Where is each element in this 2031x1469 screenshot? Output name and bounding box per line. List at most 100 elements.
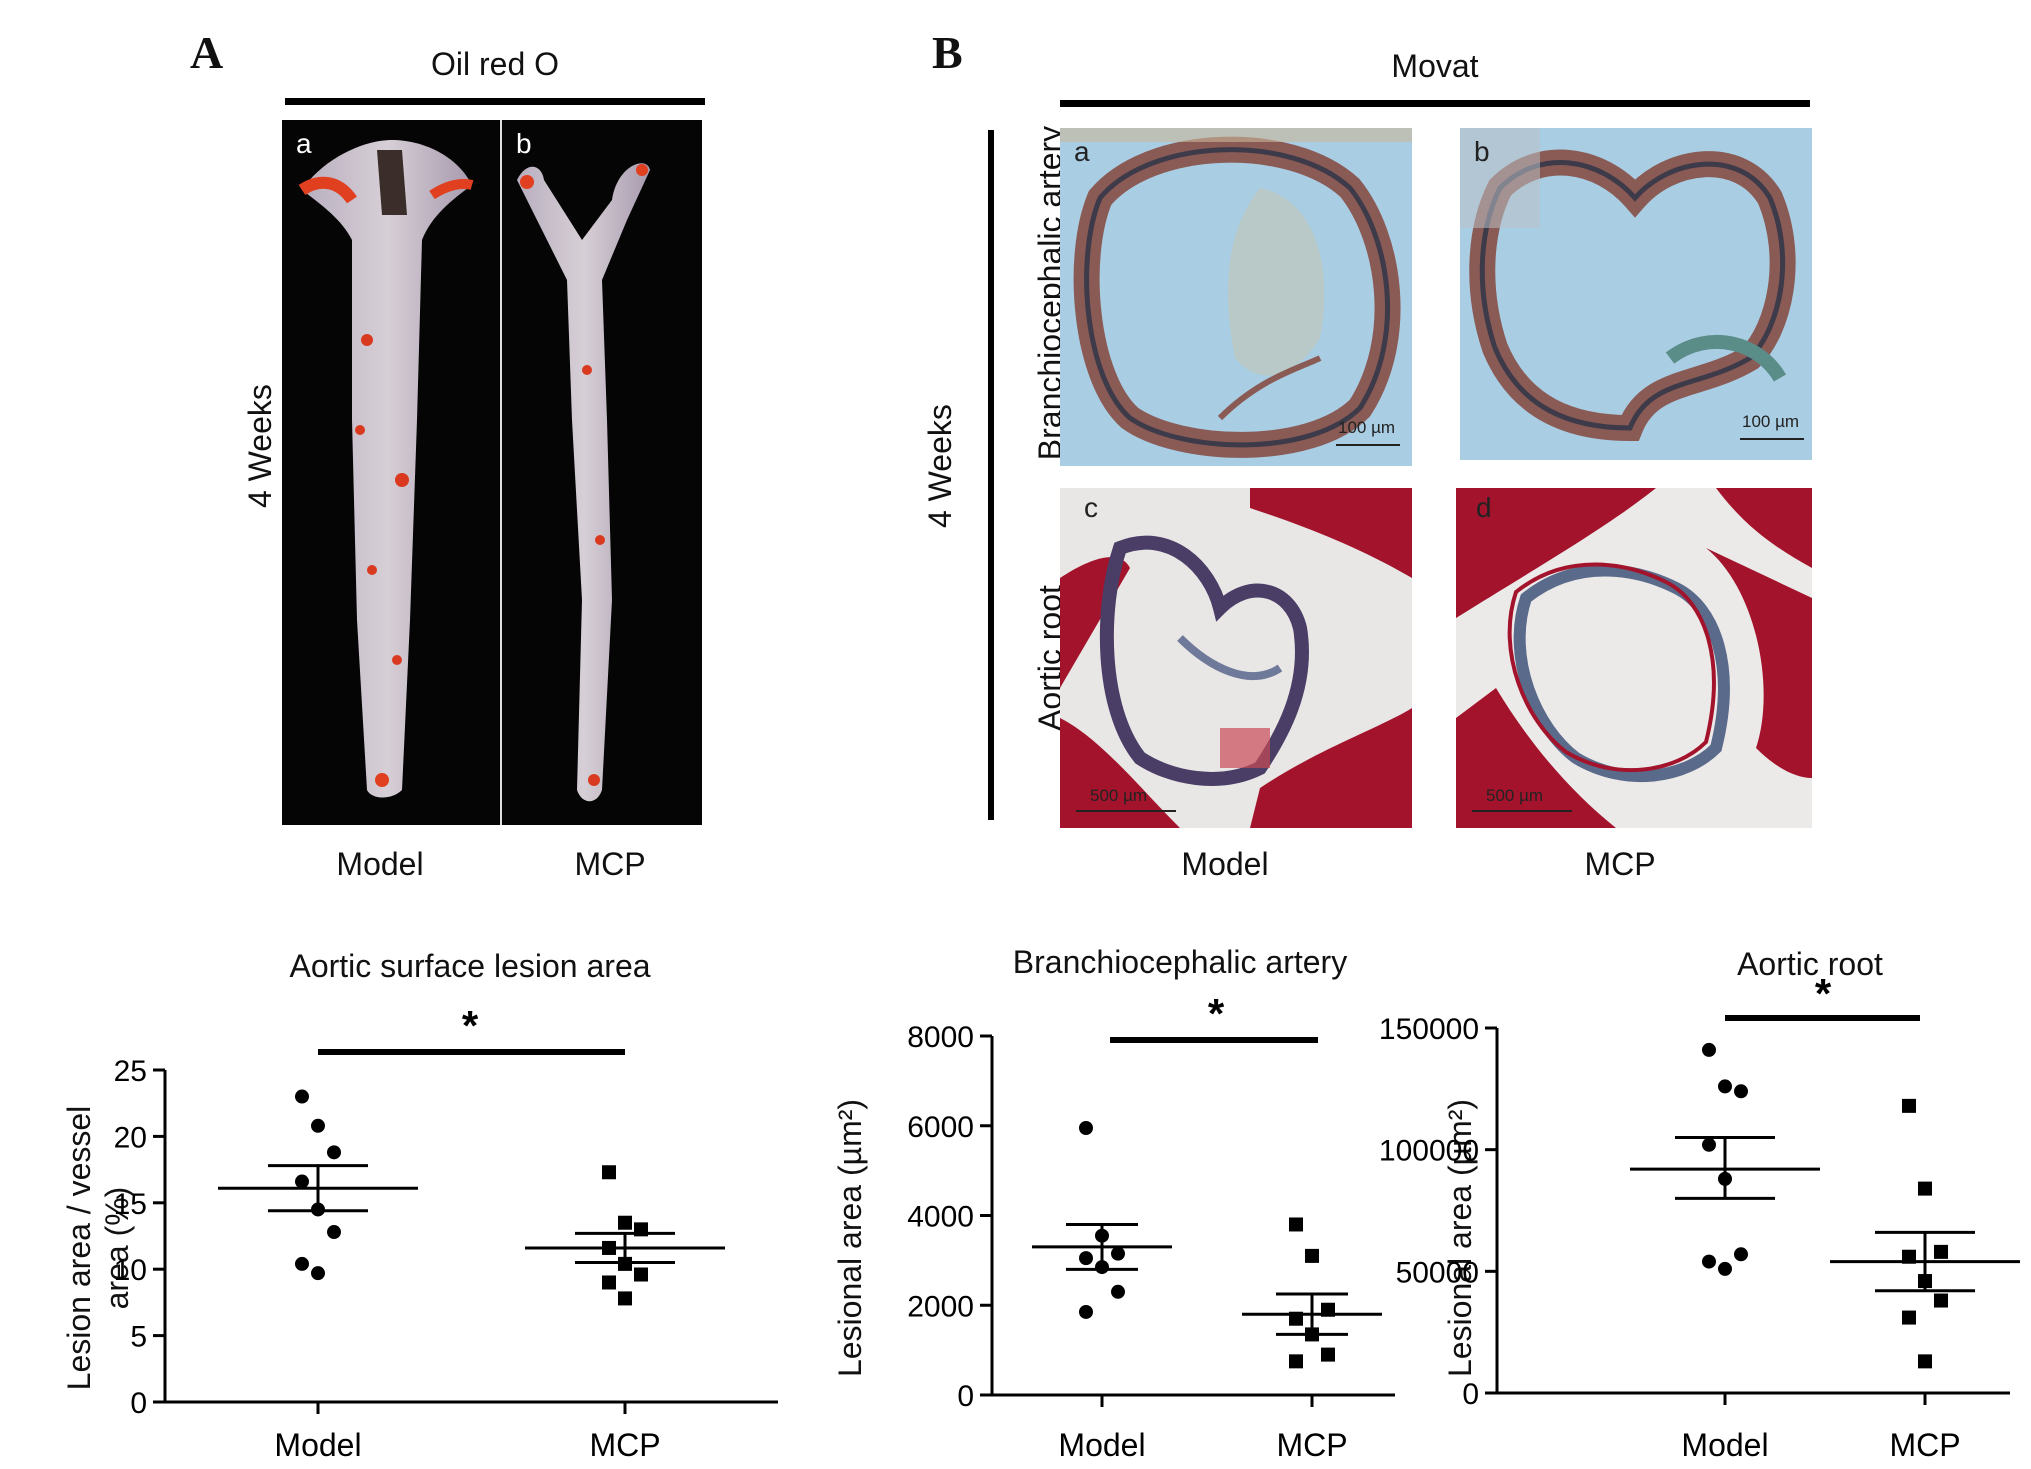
- chart1-point-model: [295, 1256, 309, 1271]
- chart1-point-mcp: [618, 1215, 632, 1230]
- chart3-point-model: [1734, 1084, 1748, 1099]
- chart3-point-model: [1718, 1171, 1732, 1186]
- chart3-point-model: [1734, 1247, 1748, 1262]
- chart1-category-label: MCP: [589, 1427, 660, 1463]
- oil-sub-a: a: [296, 128, 312, 159]
- chart3-point-model: [1702, 1137, 1716, 1152]
- chart2-ytick-label: 4000: [907, 1201, 974, 1234]
- movat-image-b: b 100 µm: [1460, 128, 1812, 460]
- chart1-ytick-label: 25: [114, 1055, 147, 1088]
- panel-a-row-label: 4 Weeks: [242, 384, 278, 508]
- panel-a-header: Oil red O: [430, 46, 560, 82]
- movat-scalebar-a: [1336, 444, 1400, 446]
- chart2-point-mcp: [1305, 1327, 1319, 1342]
- chart2-title: Branchiocephalic artery: [1012, 944, 1348, 980]
- chart3-point-model: [1718, 1079, 1732, 1094]
- chart2-category-label: Model: [1058, 1427, 1145, 1463]
- chart3-point-mcp: [1918, 1354, 1932, 1369]
- chart1-point-model: [311, 1202, 325, 1217]
- oil-red-o-aortas: [298, 120, 650, 825]
- chart1-point-mcp: [634, 1267, 648, 1282]
- chart1-point-model: [295, 1089, 309, 1104]
- movat-vessel-b: [1460, 128, 1796, 442]
- chart1-ylabel-line1: Lesion area / vessel: [61, 1105, 97, 1391]
- chart2-ylabel: Lesional area (µm²): [832, 1098, 868, 1378]
- chart3-ylabel: Lesional area (µm²): [1442, 1098, 1478, 1378]
- chart2-ytick-label: 2000: [907, 1290, 974, 1323]
- chart1-category-label: Model: [274, 1427, 361, 1463]
- chart2-point-model: [1095, 1260, 1109, 1275]
- chart1-point-mcp: [618, 1291, 632, 1306]
- panel-b-row-label: 4 Weeks: [922, 404, 958, 528]
- chart1-ylabel-line2: area (%): [99, 1186, 135, 1310]
- chart2-point-mcp: [1289, 1354, 1303, 1369]
- chart3-point-model: [1718, 1261, 1732, 1276]
- chart2-ytick-label: 0: [957, 1380, 974, 1413]
- chart2-point-model: [1079, 1251, 1093, 1266]
- movat-scale-d: 500 µm: [1486, 786, 1544, 805]
- chart1-point-model: [327, 1145, 341, 1160]
- chart2-significance-star: *: [1208, 990, 1225, 1037]
- movat-scale-c: 500 µm: [1090, 786, 1148, 805]
- chart3-point-mcp: [1934, 1244, 1948, 1259]
- panel-b-header: Movat: [1391, 48, 1479, 84]
- movat-root-d: [1456, 488, 1812, 828]
- chart2-point-mcp: [1305, 1248, 1319, 1263]
- chart2-point-model: [1079, 1304, 1093, 1319]
- movat-scale-a: 100 µm: [1338, 418, 1396, 437]
- chart2-ytick-label: 6000: [907, 1111, 974, 1144]
- chart1-point-mcp: [602, 1165, 616, 1180]
- chart2-point-mcp: [1321, 1302, 1335, 1317]
- movat-sub-c: c: [1084, 492, 1098, 523]
- movat-image-d: d 500 µm: [1456, 488, 1812, 828]
- chart2-ytick-label: 8000: [907, 1021, 974, 1054]
- chart2-point-mcp: [1321, 1347, 1335, 1362]
- chart3-category-label: Model: [1681, 1427, 1768, 1463]
- chart1-point-model: [311, 1266, 325, 1281]
- movat-scale-b: 100 µm: [1742, 412, 1800, 431]
- chart3-point-mcp: [1902, 1249, 1916, 1264]
- chart1-significance-star: *: [462, 1002, 479, 1049]
- oil-red-o-image: a b: [282, 120, 702, 825]
- chart1-point-model: [295, 1174, 309, 1189]
- panel-b-row-bar: [988, 130, 994, 820]
- movat-scalebar-d: [1472, 810, 1572, 812]
- movat-sub-d: d: [1476, 492, 1492, 523]
- chart3-point-mcp: [1902, 1098, 1916, 1113]
- movat-root-c: [1060, 488, 1412, 828]
- chart2-point-model: [1095, 1228, 1109, 1243]
- chart1-point-mcp: [602, 1240, 616, 1255]
- chart3-point-mcp: [1918, 1274, 1932, 1289]
- movat-sub-b: b: [1474, 136, 1490, 167]
- chart3-point-mcp: [1918, 1181, 1932, 1196]
- chart1-point-mcp: [634, 1222, 648, 1237]
- chart3-ytick-label: 150000: [1379, 1013, 1479, 1046]
- panel-a-group-mcp: MCP: [574, 846, 646, 882]
- chart3-point-model: [1702, 1042, 1716, 1057]
- chart2-point-model: [1111, 1284, 1125, 1299]
- movat-scalebar-b: [1740, 438, 1804, 440]
- chart1-point-mcp: [602, 1275, 616, 1290]
- chart1-point-model: [327, 1225, 341, 1240]
- panel-b-letter: B: [932, 27, 963, 78]
- movat-sub-a: a: [1074, 136, 1090, 167]
- chart2-point-mcp: [1289, 1311, 1303, 1326]
- chart3-point-mcp: [1902, 1310, 1916, 1325]
- panel-a-header-bar: [285, 98, 705, 105]
- chart3-title: Aortic root: [1737, 946, 1883, 982]
- chart1-ylabel: Lesion area / vessel area (%): [60, 1088, 140, 1408]
- movat-vessel-a: [1060, 128, 1412, 458]
- movat-scalebar-c: [1076, 810, 1176, 812]
- chart2-point-mcp: [1289, 1217, 1303, 1232]
- panel-b-group-mcp: MCP: [1584, 846, 1656, 882]
- chart3-point-mcp: [1934, 1293, 1948, 1308]
- chart2-point-model: [1111, 1246, 1125, 1261]
- chart1-title: Aortic surface lesion area: [289, 948, 651, 984]
- panel-b-header-bar: [1060, 100, 1810, 107]
- movat-image-a: a 100 µm: [1060, 128, 1412, 466]
- panel-a-letter: A: [190, 27, 224, 78]
- chart1-point-model: [311, 1118, 325, 1133]
- movat-image-c: c 500 µm: [1060, 488, 1412, 828]
- panel-b-group-model: Model: [1181, 846, 1269, 882]
- chart3-category-label: MCP: [1889, 1427, 1960, 1463]
